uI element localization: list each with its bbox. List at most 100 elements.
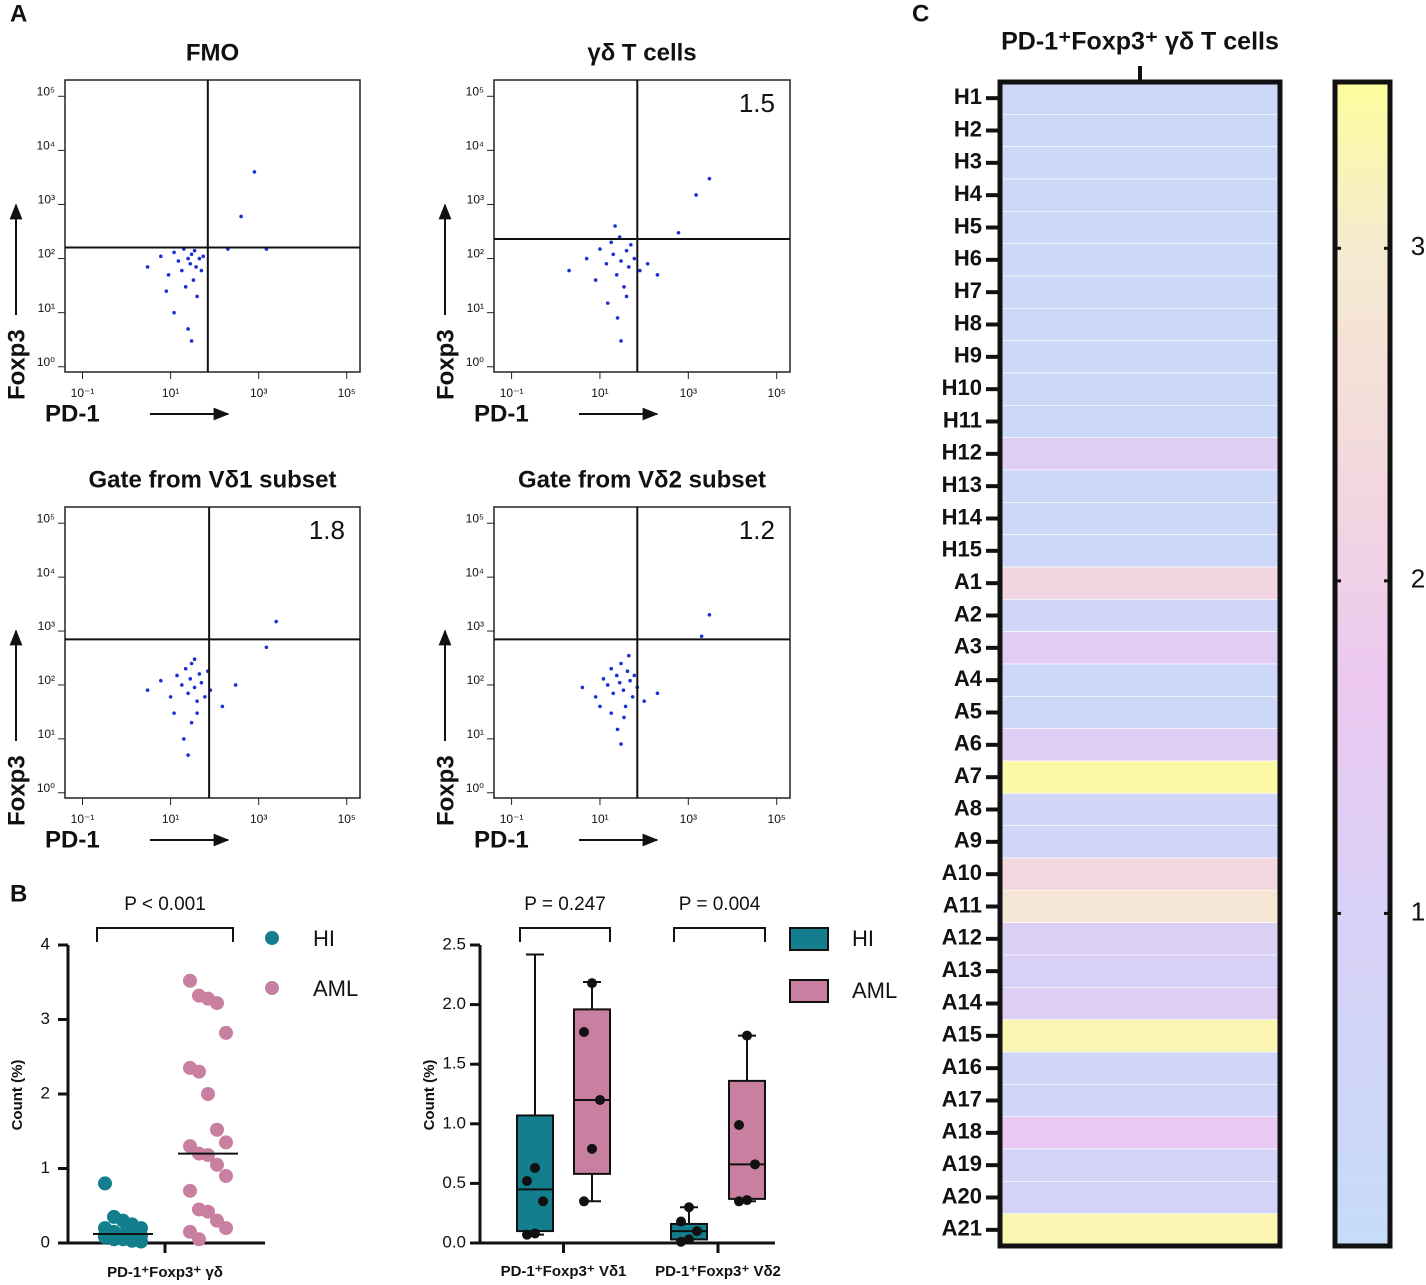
- row-label: A3: [954, 634, 982, 659]
- row-label: H13: [942, 472, 982, 497]
- event-dot: [627, 653, 631, 658]
- heat-cell: [999, 340, 1281, 374]
- row-label: H12: [942, 440, 982, 465]
- heat-cell: [999, 178, 1281, 212]
- colorbar-tick-label: 3: [1411, 231, 1425, 261]
- event-dot: [613, 224, 617, 228]
- row-label: A21: [942, 1216, 982, 1241]
- y-axis-label: Count (%): [9, 1060, 26, 1131]
- event-dot: [609, 711, 614, 715]
- event-dot: [180, 683, 184, 687]
- heat-cell: [999, 760, 1281, 794]
- event-dot: [203, 695, 207, 699]
- event-dot: [192, 685, 197, 690]
- event-dot: [605, 683, 610, 687]
- event-dot: [145, 688, 150, 692]
- event-dot: [619, 742, 623, 746]
- heat-cell: [999, 987, 1281, 1020]
- category-label: PD-1⁺Foxp3⁺ Vδ2: [655, 1263, 781, 1280]
- event-dot: [615, 727, 620, 732]
- event-dot: [183, 666, 188, 671]
- data-dot: [587, 1143, 597, 1154]
- plot-frame: [64, 79, 361, 373]
- event-dot: [195, 711, 199, 715]
- event-dot: [197, 672, 202, 676]
- data-dot: [684, 1202, 694, 1213]
- data-dot: [522, 1229, 532, 1240]
- significance-bracket: [96, 927, 234, 942]
- event-dot: [619, 339, 623, 343]
- heat-cell: [999, 1148, 1281, 1182]
- row-label: H14: [942, 504, 983, 529]
- y-tick-label: 10²: [38, 247, 55, 261]
- event-dot: [192, 248, 197, 253]
- event-dot: [188, 677, 193, 681]
- event-dot: [145, 265, 150, 269]
- data-dot: [522, 1176, 532, 1187]
- heat-cell: [999, 114, 1281, 147]
- row-label: A13: [942, 957, 982, 982]
- event-dot: [604, 262, 609, 266]
- data-dot: [530, 1162, 540, 1173]
- legend-marker: [789, 927, 829, 951]
- data-dot: [201, 1148, 215, 1163]
- heat-cell: [999, 502, 1281, 535]
- category-label: PD-1⁺Foxp3⁺ γδ: [107, 1264, 223, 1281]
- heat-cell: [999, 469, 1281, 503]
- heat-cell: [999, 243, 1281, 277]
- event-dot: [186, 691, 190, 696]
- data-dot: [183, 973, 197, 988]
- data-dot: [742, 1030, 752, 1041]
- heatmap-title: PD-1⁺Foxp3⁺ γδ T cells: [1001, 28, 1279, 56]
- row-label: A6: [954, 731, 982, 756]
- p-value: P < 0.001: [124, 894, 206, 915]
- data-dot: [201, 1087, 215, 1101]
- event-dot: [622, 715, 626, 720]
- y-tick-label: 0: [41, 1232, 50, 1251]
- row-label: A15: [942, 1022, 982, 1047]
- event-dot: [632, 673, 637, 678]
- event-dot: [175, 673, 179, 678]
- colorbar-tick-label: 1: [1411, 896, 1425, 926]
- event-dot: [609, 666, 614, 671]
- legend-label: AML: [313, 976, 358, 1001]
- y-tick-label: 10³: [38, 619, 55, 633]
- y-tick-label: 10⁵: [466, 84, 484, 98]
- y-tick-label: 10²: [38, 673, 55, 687]
- panel-label: C: [912, 0, 929, 27]
- event-dot: [182, 737, 186, 741]
- x-tick-label: 10⁻¹: [500, 386, 524, 400]
- y-tick-label: 10¹: [38, 727, 55, 741]
- heat-cell: [999, 308, 1281, 341]
- y-tick-label: 10⁴: [465, 565, 484, 579]
- x-tick-label: 10⁻¹: [500, 812, 524, 826]
- heat-cell: [999, 275, 1281, 309]
- event-dot: [188, 262, 193, 266]
- heatmap-frame: [997, 79, 1283, 1249]
- event-dot: [617, 680, 622, 685]
- significance-bracket: [673, 927, 766, 942]
- data-dot: [201, 1204, 215, 1219]
- event-dot: [645, 262, 650, 266]
- y-tick-label: 10⁵: [466, 511, 484, 525]
- event-dot: [598, 247, 602, 251]
- category-label: PD-1⁺Foxp3⁺ Vδ1: [501, 1263, 627, 1280]
- row-label: A10: [942, 860, 982, 885]
- event-dot: [199, 268, 204, 273]
- event-dot: [192, 657, 197, 662]
- event-dot: [601, 677, 606, 681]
- row-label: H1: [954, 84, 982, 109]
- data-dot: [210, 996, 224, 1011]
- event-dot: [707, 176, 712, 181]
- x-tick-label: 10⁵: [338, 812, 356, 826]
- box: [516, 1114, 554, 1233]
- event-dot: [584, 256, 589, 261]
- data-dot: [134, 1234, 148, 1249]
- row-label: H4: [954, 181, 983, 206]
- data-dot: [192, 1232, 206, 1247]
- data-dot: [219, 1025, 233, 1040]
- plot-title: Gate from Vδ1 subset: [89, 466, 337, 493]
- x-tick-label: 10⁻¹: [71, 386, 95, 400]
- data-dot: [742, 1195, 752, 1206]
